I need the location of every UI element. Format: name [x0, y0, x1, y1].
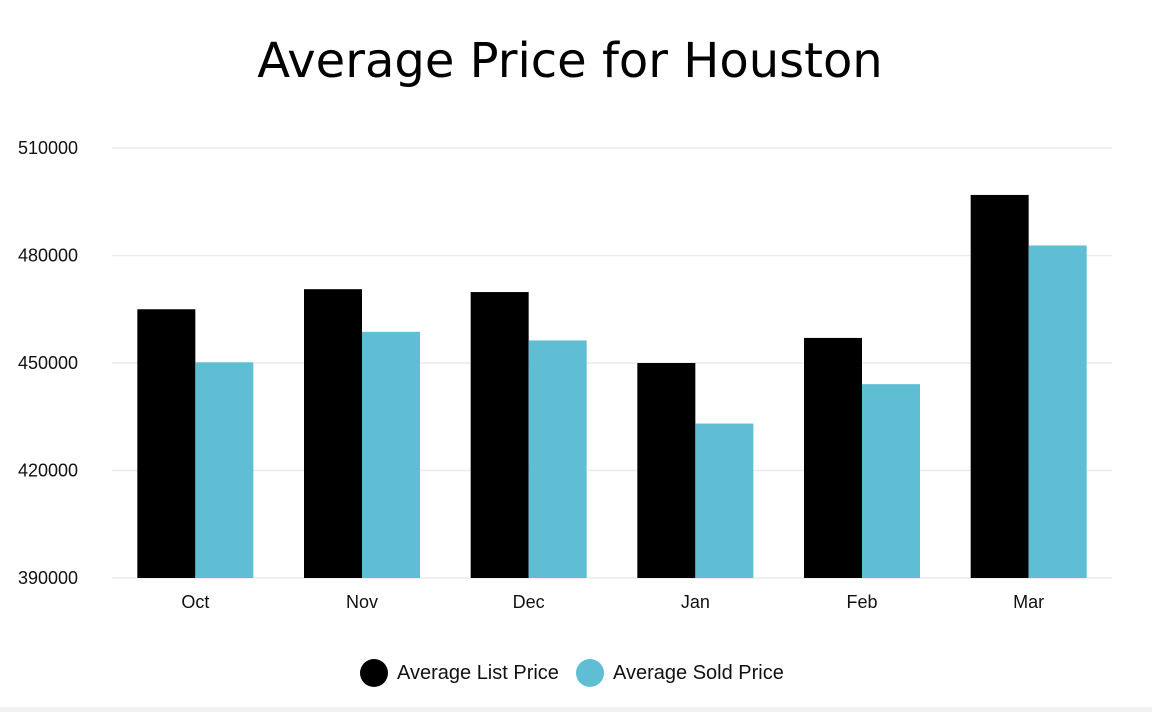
y-tick-label: 510000: [18, 138, 78, 158]
bars: [137, 194, 1087, 579]
bar-sold-nov: [362, 331, 420, 578]
bar-list-nov: [304, 289, 362, 578]
bar-list-jan: [637, 363, 696, 578]
bar-list-oct: [137, 309, 196, 578]
legend-swatch: [576, 659, 604, 687]
grid-lines: [112, 147, 1112, 579]
x-tick-label: Oct: [181, 592, 209, 612]
footer-band: [0, 707, 1152, 712]
bar-list-mar: [970, 194, 1029, 579]
x-tick-label: Nov: [346, 592, 378, 612]
legend-label: Average Sold Price: [613, 662, 784, 684]
x-tick-label: Feb: [846, 592, 877, 612]
bar-list-feb: [804, 337, 862, 578]
y-tick-label: 450000: [18, 353, 78, 373]
y-tick-label: 390000: [18, 568, 78, 588]
bar-sold-oct: [195, 362, 254, 578]
bar-sold-jan: [695, 423, 754, 578]
y-tick-label: 480000: [18, 246, 78, 266]
x-tick-label: Jan: [681, 592, 710, 612]
bar-sold-dec: [528, 340, 587, 578]
bar-list-dec: [470, 292, 529, 578]
y-tick-label: 420000: [18, 461, 78, 481]
x-tick-label: Mar: [1013, 592, 1044, 612]
legend-swatch: [360, 659, 388, 687]
bar-sold-feb: [862, 384, 920, 578]
legend-label: Average List Price: [397, 662, 559, 684]
x-tick-label: Dec: [513, 592, 545, 612]
chart-title: Average Price for Houston: [257, 33, 882, 89]
y-axis-ticks: 390000 420000 450000 480000 510000: [18, 138, 78, 588]
bar-sold-mar: [1028, 245, 1087, 578]
x-axis-ticks: Oct Nov Dec Jan Feb Mar: [181, 592, 1044, 612]
legend: Average List Price Average Sold Price: [360, 659, 784, 687]
